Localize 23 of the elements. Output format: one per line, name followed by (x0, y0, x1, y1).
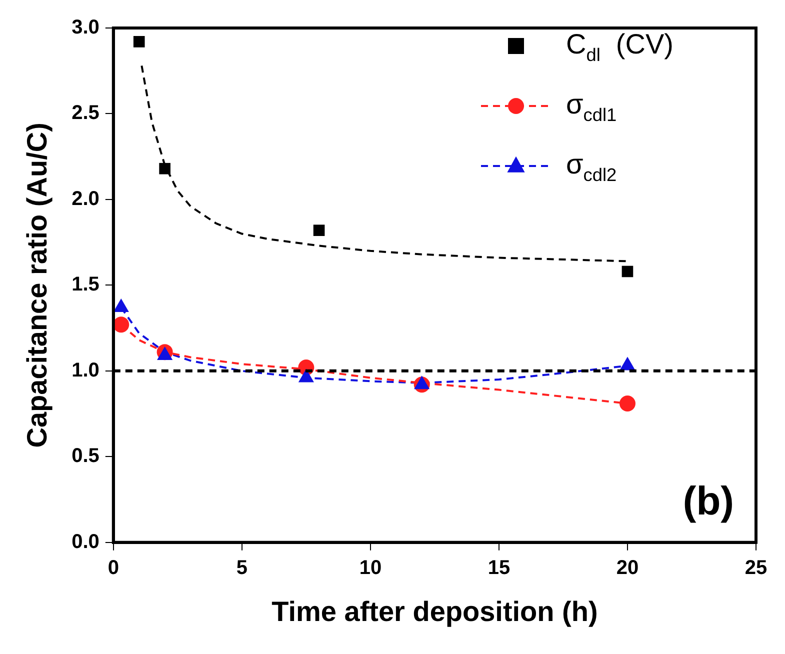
y-tick-label: 1.0 (72, 359, 100, 382)
x-tick-label: 15 (488, 556, 510, 579)
x-tick-label: 25 (744, 556, 768, 579)
annotation: (b) (682, 479, 734, 524)
y-tick-label: 0.0 (72, 530, 100, 553)
point (133, 36, 145, 48)
line-series (140, 64, 628, 262)
x-tick-label: 20 (616, 556, 639, 579)
x-tick-label: 5 (236, 556, 248, 579)
point (159, 162, 170, 174)
x-tick-label: 0 (108, 556, 119, 579)
point (622, 266, 634, 278)
y-axis-title: Capacitance ratio (Au/C) (22, 122, 53, 448)
point (619, 396, 636, 412)
y-tick-label: 1.5 (72, 274, 100, 296)
point (113, 316, 130, 333)
y-tick-label: 2.0 (72, 188, 100, 210)
y-tick-label: 0.5 (72, 445, 100, 468)
x-axis-title: Time after deposition (h) (272, 596, 598, 627)
y-tick-label: 3.0 (72, 16, 100, 39)
point (313, 224, 325, 236)
x-tick-label: 10 (359, 556, 382, 579)
y-tick-label: 2.5 (72, 102, 100, 124)
